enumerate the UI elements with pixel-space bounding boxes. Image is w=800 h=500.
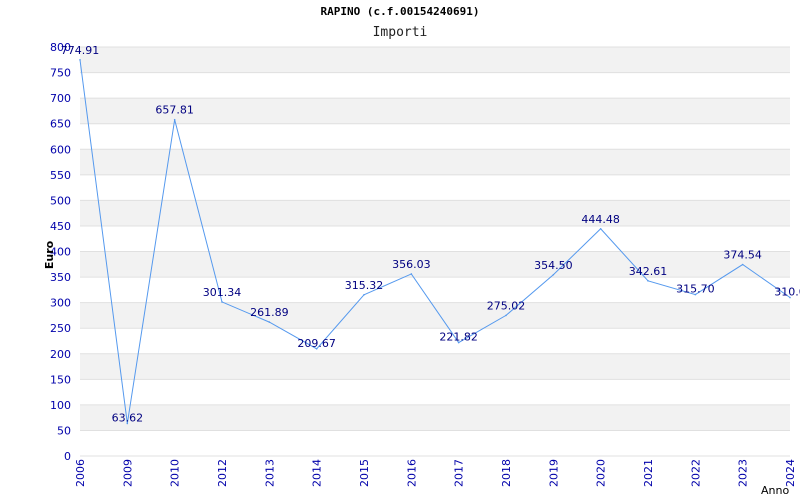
x-tick-label: 2006 [74,459,87,487]
x-tick-label: 2012 [216,459,229,487]
x-tick-label: 2019 [547,459,560,487]
x-axis-label: Anno [761,484,789,497]
y-tick-label: 650 [50,118,71,131]
x-tick-label: 2023 [737,459,750,487]
grid-bands [80,47,790,456]
grid-band [80,123,790,150]
y-tick-label: 400 [50,246,71,259]
data-label: 354.50 [534,259,573,272]
grid-band [80,72,790,99]
y-tick-label: 100 [50,399,71,412]
x-tick-label: 2022 [689,459,702,487]
data-label: 356.03 [392,258,431,271]
data-point [505,314,507,317]
grid-band [80,174,790,201]
chart-title: RAPINO (c.f.00154240691) [320,5,480,18]
grid-band [80,200,790,226]
y-axis-ticks: 0 50 100 150 200 250 300 350 400 450 500 550 600 650 7… [50,41,71,463]
y-tick-label: 150 [50,373,71,386]
y-tick-label: 450 [50,220,71,233]
data-label: 315.32 [345,279,384,292]
data-label: 444.48 [581,213,620,226]
grid-band [80,328,790,354]
data-point [268,321,271,323]
grid-band [80,430,790,456]
data-point [741,263,744,266]
grid-band [80,47,790,73]
data-point [315,348,318,350]
y-tick-label: 350 [50,271,71,284]
grid-band [80,98,790,124]
data-label: 301.34 [203,286,242,299]
data-label: 221.82 [439,331,478,344]
x-tick-label: 2018 [500,459,513,487]
data-label: 315.70 [676,283,715,296]
x-tick-label: 2016 [405,459,418,487]
x-tick-label: 2017 [453,459,466,487]
data-point [647,280,649,282]
y-tick-label: 550 [50,169,71,182]
x-tick-label: 2013 [263,459,276,487]
x-tick-label: 2015 [358,459,371,487]
data-label: 261.89 [250,306,289,319]
data-point [221,301,223,303]
data-point [789,296,791,299]
data-point [173,118,176,121]
x-tick-label: 2014 [311,459,324,487]
y-tick-label: 0 [64,450,71,463]
y-tick-label: 500 [50,194,71,207]
x-tick-label: 2021 [642,459,655,487]
grid-band [80,149,790,175]
data-label: 63.62 [112,411,144,424]
series-line [79,59,791,424]
data-point [599,227,602,230]
data-label: 657.81 [155,104,194,117]
grid-band [80,379,790,405]
y-tick-label: 250 [50,322,71,335]
y-tick-label: 200 [50,348,71,361]
x-tick-label: 2009 [121,459,134,487]
grid-band [80,225,790,252]
y-tick-label: 50 [57,424,71,437]
data-label: 209.67 [297,337,336,350]
chart-subtitle: Importi [372,25,428,40]
x-axis-ticks: 2006 2009 2010 2012 2013 2014 2015 2016 2017 2018… [74,459,797,487]
y-tick-label: 800 [50,41,71,54]
data-point [457,341,460,344]
x-tick-label: 2020 [595,459,608,487]
y-tick-label: 700 [50,92,71,105]
grid-lines [80,46,790,457]
data-point [126,422,129,425]
grid-band [80,251,790,278]
grid-band [80,353,790,380]
y-tick-label: 750 [50,67,71,80]
data-label: 342.61 [629,265,668,278]
data-label: 275.02 [487,299,526,312]
grid-band [80,404,790,431]
y-axis-label: Euro [43,240,56,269]
data-point [363,293,365,296]
y-tick-label: 300 [50,297,71,310]
data-labels: 774.91 63.62 657.81 301.34 261.89 209.67 315.3… [61,44,800,424]
x-tick-label: 2010 [169,459,182,487]
y-tick-label: 600 [50,143,71,156]
data-point [79,59,81,61]
data-label: 310.0 [774,286,800,299]
data-point [410,273,413,275]
data-label: 774.91 [61,44,100,57]
data-label: 374.54 [723,249,762,262]
data-point [552,273,555,276]
grid-band [80,302,790,329]
x-tick-label: 2024 [784,459,797,487]
grid-band [80,277,790,303]
data-point [694,293,697,296]
